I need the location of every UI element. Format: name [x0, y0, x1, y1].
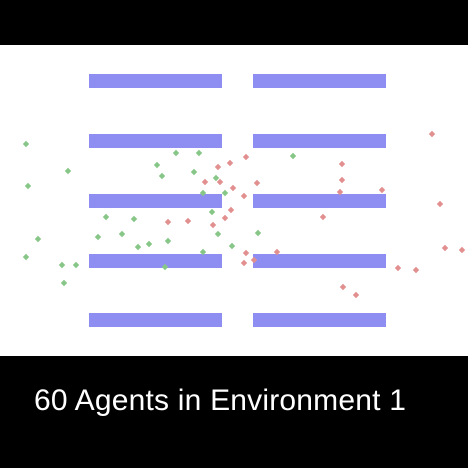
agent-marker [24, 182, 32, 190]
agent-marker [289, 152, 297, 160]
agent-marker [118, 230, 126, 238]
agent-group-red [164, 130, 466, 299]
agent-marker [336, 188, 344, 196]
agent-marker [253, 179, 261, 187]
agent-marker [240, 259, 248, 267]
agent-marker [130, 215, 138, 223]
obstacles [89, 74, 386, 327]
obstacle-bar [89, 74, 222, 88]
agent-marker [319, 213, 327, 221]
agent-marker [34, 235, 42, 243]
agent-marker [458, 246, 466, 254]
agent-marker [216, 178, 224, 186]
agent-marker [22, 140, 30, 148]
agent-marker [208, 208, 216, 216]
agent-marker [242, 249, 250, 257]
agent-marker [221, 214, 229, 222]
agent-marker [153, 161, 161, 169]
agent-marker [338, 176, 346, 184]
agent-marker [164, 218, 172, 226]
agent-marker [190, 168, 198, 176]
caption-text: 60 Agents in Environment 1 [34, 384, 407, 417]
agent-marker [22, 253, 30, 261]
obstacle-bar [253, 254, 386, 268]
agent-marker [250, 256, 258, 264]
agent-marker [214, 163, 222, 171]
agent-marker [412, 266, 420, 274]
simulation-environment [0, 45, 468, 356]
agent-marker [441, 244, 449, 252]
agent-marker [184, 217, 192, 225]
agent-marker [72, 261, 80, 269]
agent-marker [172, 149, 180, 157]
agent-marker [102, 213, 110, 221]
agent-marker [164, 237, 172, 245]
agent-marker [273, 248, 281, 256]
agent-marker [199, 248, 207, 256]
agent-marker [199, 189, 207, 197]
agent-marker [338, 160, 346, 168]
agent-marker [161, 263, 169, 271]
caption-bar: 60 Agents in Environment 1 [0, 356, 468, 468]
agent-marker [201, 178, 209, 186]
agent-marker [436, 200, 444, 208]
agent-marker [195, 149, 203, 157]
agent-marker [394, 264, 402, 272]
agent-marker [242, 153, 250, 161]
agent-marker [226, 159, 234, 167]
agent-marker [214, 230, 222, 238]
obstacle-bar [253, 194, 386, 208]
obstacle-bar [253, 74, 386, 88]
agent-marker [58, 261, 66, 269]
agent-marker [254, 229, 262, 237]
agent-marker [227, 206, 235, 214]
agent-marker [209, 221, 217, 229]
obstacle-bar [89, 313, 222, 327]
agent-marker [221, 189, 229, 197]
agent-marker [229, 184, 237, 192]
agent-marker [378, 186, 386, 194]
obstacle-bar [253, 134, 386, 148]
agent-marker [228, 242, 236, 250]
agent-marker [428, 130, 436, 138]
obstacle-bar [89, 194, 222, 208]
agent-marker [339, 283, 347, 291]
agent-marker [158, 172, 166, 180]
agent-marker [60, 279, 68, 287]
obstacle-bar [89, 134, 222, 148]
agent-marker [134, 243, 142, 251]
agent-marker [94, 233, 102, 241]
agent-marker [145, 240, 153, 248]
environment-canvas [22, 74, 466, 327]
obstacle-bar [253, 313, 386, 327]
agent-marker [352, 291, 360, 299]
agent-marker [240, 192, 248, 200]
agent-marker [212, 174, 220, 182]
agent-marker [64, 167, 72, 175]
obstacle-bar [89, 254, 222, 268]
